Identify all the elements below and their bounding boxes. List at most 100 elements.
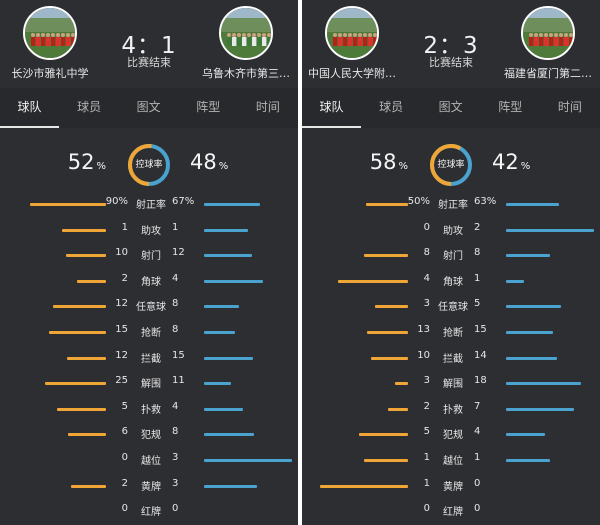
away-stat-bar: [204, 433, 255, 437]
away-stat-value: 63%: [474, 196, 497, 207]
tab-4[interactable]: 时间: [255, 100, 280, 114]
home-stat-bar: [62, 228, 106, 232]
stat-row: 3 解围 18: [302, 371, 600, 396]
match-score: 2：3: [423, 33, 479, 59]
team-photo-icon[interactable]: [325, 6, 379, 60]
home-stat-bar: [388, 407, 408, 411]
away-stat-bar: [506, 407, 575, 411]
team-photo-icon[interactable]: [521, 6, 575, 60]
away-stat-value: 12: [172, 247, 185, 259]
tab-4[interactable]: 时间: [557, 100, 582, 114]
away-stat-value: 11: [172, 375, 185, 387]
home-stat-value: 25: [115, 375, 128, 387]
home-team[interactable]: 长沙市雅礼中学: [0, 6, 110, 81]
away-stat-value: 18: [474, 375, 487, 387]
tab-0[interactable]: 球队: [302, 88, 361, 128]
away-stat-value: 8: [474, 247, 481, 259]
home-stat-value: 10: [115, 247, 128, 259]
tab-1[interactable]: 球员: [77, 100, 102, 114]
away-stat-bar: [204, 203, 261, 206]
home-stat-value: 0: [423, 221, 430, 233]
possession-section: 58% 控球率 42%: [302, 138, 600, 190]
stat-label: 犯规: [443, 430, 463, 442]
away-stat-bar: [204, 254, 252, 258]
home-stat-bar: [364, 459, 408, 462]
tab-1[interactable]: 球员: [379, 100, 404, 114]
stat-row: 2 角球 4: [0, 269, 298, 294]
away-stat-bar: [204, 331, 235, 334]
stat-label: 红牌: [443, 507, 463, 519]
home-stat-bar: [44, 382, 106, 386]
away-stat-bar: [506, 356, 558, 360]
away-stat-bar: [506, 382, 582, 386]
home-stat-value: 12: [115, 349, 128, 361]
home-stat-value: 13: [417, 324, 430, 335]
tab-2[interactable]: 图文: [136, 100, 161, 114]
home-stat-value: 12: [115, 298, 128, 310]
away-team[interactable]: 福建省厦门第二…: [488, 6, 600, 81]
tab-3[interactable]: 阵型: [196, 100, 221, 114]
away-stat-bar: [204, 484, 257, 488]
away-stat-bar: [204, 356, 253, 360]
home-stat-bar: [66, 356, 106, 360]
home-stat-bar: [359, 433, 408, 437]
match-stats-panel-right: 中国人民大学附… 2：3 比赛结束福建省厦门第二… 球队 球员 图文 阵型 时间 58% 控球率 4…: [302, 0, 600, 525]
tab-bar: 球队 球员 图文 阵型 时间: [0, 88, 298, 128]
home-stat-bar: [53, 305, 106, 309]
away-stat-value: 8: [172, 324, 179, 335]
stat-row: 15 抢断 8: [0, 320, 298, 345]
match-status: 比赛结束: [429, 56, 473, 69]
away-team[interactable]: 乌鲁木齐市第三…: [186, 6, 298, 81]
home-stat-value: 6: [121, 426, 128, 438]
stat-row: 25 解围 11: [0, 371, 298, 396]
stat-label: 黄牌: [141, 481, 161, 493]
stat-row: 10 射门 12: [0, 243, 298, 268]
tab-0[interactable]: 球队: [0, 88, 59, 128]
away-team-name: 福建省厦门第二…: [504, 67, 592, 80]
home-team[interactable]: 中国人民大学附…: [302, 6, 412, 81]
stat-label: 助攻: [141, 225, 161, 237]
stat-label: 射门: [141, 251, 161, 263]
stat-row: 50% 射正率 63%: [302, 192, 600, 217]
stat-row: 1 助攻 1: [0, 218, 298, 243]
stat-row: 5 犯规 4: [302, 422, 600, 447]
stat-row: 0 红牌 0: [0, 499, 298, 524]
home-stat-value: 1: [423, 477, 430, 489]
stat-row: 0 越位 3: [0, 448, 298, 473]
possession-section: 52% 控球率 48%: [0, 138, 298, 190]
stat-label: 犯规: [141, 430, 161, 442]
home-team-name: 中国人民大学附…: [308, 67, 396, 80]
home-stat-bar: [48, 331, 106, 334]
away-stat-value: 4: [172, 272, 179, 284]
away-stat-value: 7: [474, 400, 481, 412]
away-stat-value: 0: [474, 503, 481, 515]
home-stat-value: 1: [423, 452, 430, 463]
away-stat-value: 1: [172, 221, 179, 233]
home-stat-value: 10: [417, 349, 430, 361]
away-team-name: 乌鲁木齐市第三…: [202, 67, 290, 80]
away-stat-value: 1: [474, 272, 481, 284]
stat-row: 1 越位 1: [302, 448, 600, 473]
home-stat-bar: [68, 433, 106, 437]
home-stat-value: 5: [121, 400, 128, 412]
home-stat-value: 0: [423, 503, 430, 515]
stat-row: 1 黄牌 0: [302, 474, 600, 499]
away-stat-value: 4: [474, 426, 481, 438]
away-stat-bar: [506, 254, 550, 258]
home-stat-bar: [30, 203, 106, 206]
stat-row: 12 拦截 15: [0, 346, 298, 371]
stat-label: 任意球: [438, 302, 468, 314]
home-stat-bar: [366, 203, 408, 206]
stat-label: 助攻: [443, 225, 463, 237]
away-possession: 42%: [492, 150, 531, 174]
tab-2[interactable]: 图文: [438, 100, 463, 114]
stat-row: 8 射门 8: [302, 243, 600, 268]
stat-label: 越位: [141, 456, 161, 467]
team-photo-icon[interactable]: [219, 6, 273, 60]
team-photo-icon[interactable]: [23, 6, 77, 60]
home-stat-value: 0: [121, 452, 128, 463]
home-stat-value: 2: [121, 272, 128, 284]
home-stat-bar: [76, 279, 106, 283]
away-possession: 48%: [190, 150, 229, 174]
tab-3[interactable]: 阵型: [498, 100, 523, 114]
